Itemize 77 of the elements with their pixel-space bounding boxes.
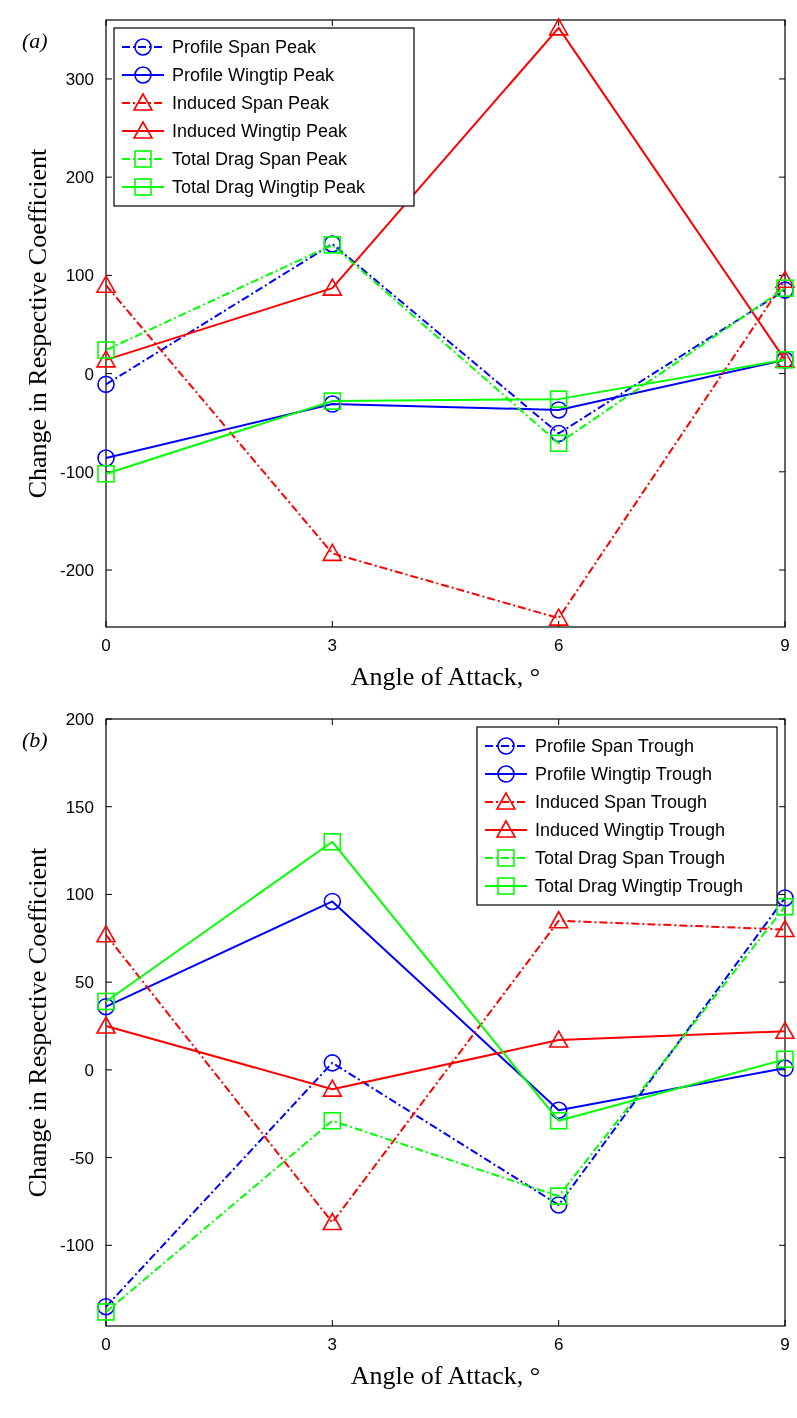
point — [776, 1059, 794, 1077]
point — [97, 375, 115, 394]
point — [548, 608, 569, 626]
point — [549, 1187, 568, 1205]
y-tick-label: 150 — [65, 797, 94, 817]
y-tick-label: -100 — [59, 462, 94, 482]
text: (a) — [22, 28, 48, 53]
point — [96, 1016, 116, 1034]
legend-label: Profile Span Trough — [535, 736, 695, 756]
point — [322, 278, 343, 296]
y-tick-label: 300 — [65, 69, 94, 89]
point — [97, 997, 115, 1016]
point — [549, 434, 568, 453]
point — [775, 270, 795, 289]
legend-label: Total Drag Span Trough — [535, 848, 726, 868]
x-tick-label: 0 — [101, 636, 111, 655]
legend-label: Induced Wingtip Peak — [172, 121, 349, 141]
legend-label: Profile Wingtip Peak — [172, 65, 336, 85]
text: (b) — [22, 727, 48, 752]
legend-label: Profile Span Peak — [172, 37, 318, 57]
legend-label: Total Drag Span Peak — [172, 149, 349, 169]
point — [549, 424, 568, 443]
y-tick-label: 50 — [75, 973, 94, 993]
point — [548, 1030, 569, 1048]
x-tick-label: 6 — [553, 1335, 564, 1354]
x-tick-label: 6 — [553, 636, 564, 655]
legend-label: Total Drag Wingtip Trough — [535, 876, 744, 896]
x-tick-label: 3 — [327, 1335, 338, 1354]
point — [97, 341, 115, 359]
point — [549, 1111, 568, 1130]
x-axis-title: Angle of Attack, ° — [350, 662, 541, 691]
point — [323, 1054, 342, 1072]
legend-label: Profile Wingtip Trough — [535, 764, 713, 784]
y-tick-label: 200 — [65, 168, 94, 188]
y-tick-label: 100 — [65, 885, 94, 905]
y-tick-label: 200 — [65, 710, 94, 729]
point — [549, 1101, 568, 1120]
x-tick-label: 0 — [101, 1335, 111, 1354]
point — [548, 910, 569, 929]
y-tick-label: -50 — [69, 1148, 94, 1168]
x-axis-title: Angle of Attack, ° — [350, 1361, 541, 1390]
point — [323, 1111, 342, 1130]
legend-label: Induced Span Trough — [535, 792, 708, 812]
point — [776, 1050, 794, 1069]
point — [96, 275, 116, 293]
y-tick-label: 0 — [84, 1060, 94, 1080]
point — [96, 924, 116, 943]
point — [322, 1079, 343, 1097]
point — [549, 1196, 568, 1214]
legend-label: Induced Wingtip Trough — [535, 820, 726, 840]
x-tick-label: 9 — [780, 1335, 790, 1354]
point — [775, 919, 795, 938]
point — [322, 543, 343, 562]
x-tick-label: 3 — [327, 636, 338, 655]
point — [97, 1303, 115, 1321]
y-axis-title: Change in Respective Coefficient — [23, 147, 52, 499]
point — [549, 390, 568, 408]
point — [97, 449, 115, 467]
legend-label: Induced Span Peak — [172, 93, 331, 113]
point — [775, 1021, 795, 1040]
legend-label: Total Drag Wingtip Peak — [172, 177, 367, 197]
y-axis-title: Change in Respective Coefficient — [23, 846, 52, 1198]
point — [96, 350, 116, 368]
y-tick-label: -100 — [59, 1236, 94, 1256]
x-tick-label: 9 — [780, 636, 790, 655]
point — [323, 892, 342, 911]
point — [97, 992, 115, 1011]
y-tick-label: -200 — [59, 561, 94, 581]
point — [323, 833, 342, 851]
point — [548, 18, 569, 36]
y-tick-label: 100 — [65, 266, 94, 286]
point — [776, 889, 794, 907]
point — [776, 897, 794, 916]
point — [549, 401, 568, 419]
point — [322, 1212, 343, 1231]
y-tick-label: 0 — [84, 364, 94, 384]
point — [97, 464, 115, 483]
